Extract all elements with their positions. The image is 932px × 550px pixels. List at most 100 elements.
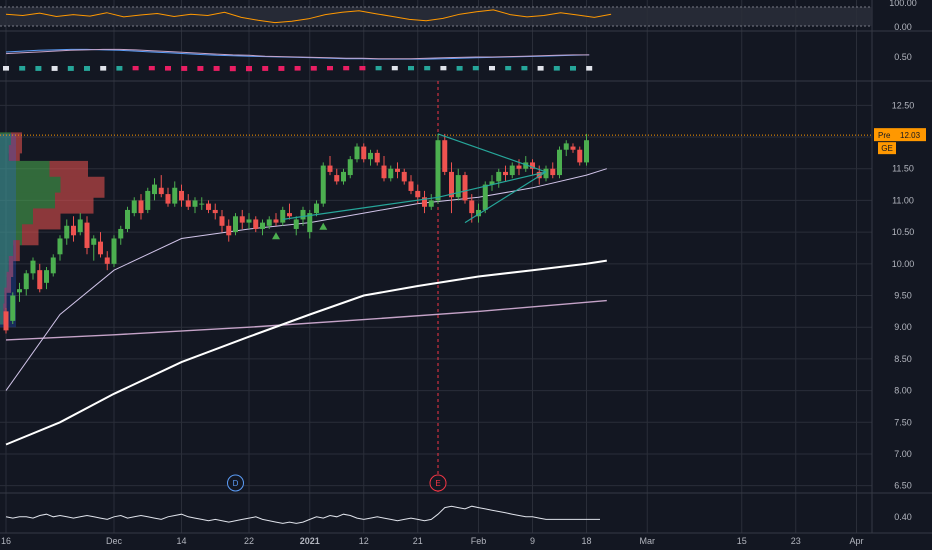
candle-body xyxy=(320,165,326,204)
candle-body xyxy=(408,181,414,191)
candle-body xyxy=(449,171,454,198)
y-tick-label: 7.50 xyxy=(894,417,912,427)
x-tick-label: 18 xyxy=(581,536,591,546)
candle-body xyxy=(530,162,535,169)
candle-body xyxy=(98,241,103,255)
flow-histogram-bar xyxy=(310,66,317,71)
flow-series-line xyxy=(5,48,590,60)
candle-body xyxy=(415,190,421,198)
volume-profile-down xyxy=(8,255,14,277)
candle-body xyxy=(354,146,360,160)
oscillator-bottom-line xyxy=(5,505,600,524)
candle-body xyxy=(280,209,286,223)
candle-body xyxy=(496,171,502,182)
candle-body xyxy=(212,209,218,214)
flow-histogram-bar xyxy=(181,66,188,71)
flow-histogram-bar xyxy=(570,66,576,71)
flow-histogram-bar xyxy=(165,66,171,71)
volume-profile-up xyxy=(0,132,11,154)
flow-histogram-bar xyxy=(505,66,512,71)
y-tick-label: 8.50 xyxy=(894,354,912,364)
volume-profile-down xyxy=(6,271,11,293)
flow-histogram-bar xyxy=(391,66,398,71)
sma-slow-line xyxy=(5,299,607,341)
flow-histogram-bar xyxy=(343,66,350,71)
flow-histogram-bar xyxy=(375,66,382,71)
oscillator-band xyxy=(0,7,872,26)
candle-body xyxy=(455,175,461,198)
y-tick-label: 11.00 xyxy=(892,195,914,205)
flow-histogram-bar xyxy=(327,66,333,71)
volume-profile-down xyxy=(49,160,88,182)
y-tick-label: 10.00 xyxy=(892,259,915,269)
y-tick-label: 11.50 xyxy=(892,164,914,174)
candle-body xyxy=(523,162,529,169)
candle-body xyxy=(361,146,367,160)
candle-body xyxy=(260,222,265,229)
grid-lines xyxy=(0,0,872,533)
candle-body xyxy=(145,190,151,210)
y-tick-label: 0.40 xyxy=(894,512,912,522)
flow-histogram-bar xyxy=(100,66,107,71)
y-tick-label: 8.00 xyxy=(894,386,912,396)
candle-body xyxy=(152,184,157,195)
candle-body xyxy=(253,219,259,229)
candle-body xyxy=(246,219,252,223)
y-tick-label: 0.00 xyxy=(894,22,912,32)
candle-body xyxy=(111,238,117,264)
candle-body xyxy=(401,171,407,182)
candle-body xyxy=(44,270,49,283)
x-tick-label: 15 xyxy=(737,536,747,546)
event-marker-icon xyxy=(429,474,447,492)
candle-body xyxy=(341,171,346,182)
volume-profile-up xyxy=(0,160,50,182)
x-tick-label: 23 xyxy=(791,536,801,546)
x-tick-label: 14 xyxy=(176,536,186,546)
candle-body xyxy=(577,149,583,163)
flow-histogram-bar xyxy=(197,66,204,71)
y-tick-label: 12.50 xyxy=(892,100,915,110)
candle-body xyxy=(584,140,589,163)
flow-histogram-bar xyxy=(489,66,495,71)
candle-body xyxy=(550,168,556,176)
y-tick-label: 100.00 xyxy=(889,0,917,8)
candle-body xyxy=(422,197,427,207)
x-tick-label: Apr xyxy=(849,536,863,546)
candle-body xyxy=(381,165,387,179)
candle-body xyxy=(327,165,333,172)
candle-body xyxy=(314,203,319,214)
volume-profile-down xyxy=(8,145,20,167)
volume-profile-down xyxy=(11,132,22,154)
candle-body xyxy=(368,152,373,160)
x-tick-label: 9 xyxy=(530,536,535,546)
flow-histogram-bar xyxy=(408,66,414,71)
candle-body xyxy=(17,289,22,293)
candle-body xyxy=(91,238,97,245)
candle-body xyxy=(347,159,353,176)
volume-profile-value-area xyxy=(0,133,16,328)
triangle-pattern-line xyxy=(282,171,547,220)
flow-histogram-bar xyxy=(3,66,9,71)
y-tick-label: 9.00 xyxy=(894,322,912,332)
volume-profile-down xyxy=(55,192,94,214)
flow-histogram-bar xyxy=(51,66,58,71)
candle-body xyxy=(71,225,76,236)
volume-profile-up xyxy=(0,192,55,214)
x-tick-label: Dec xyxy=(106,536,123,546)
symbol-badge xyxy=(878,142,896,155)
event-marker-label: D xyxy=(233,479,239,488)
triangle-pattern-line xyxy=(437,133,547,173)
candle-body xyxy=(165,194,171,204)
x-tick-label: 16 xyxy=(1,536,11,546)
flow-series-line xyxy=(5,48,590,60)
candle-body xyxy=(172,187,178,204)
candle-body xyxy=(3,311,9,331)
candle-body xyxy=(273,219,279,223)
candle-body xyxy=(503,171,508,176)
volume-profile-down xyxy=(33,208,61,230)
sma-fast-line xyxy=(5,168,607,391)
volume-profile-up xyxy=(0,145,9,167)
volume-profile-down xyxy=(4,287,7,309)
candle-body xyxy=(206,203,211,210)
candle-body xyxy=(395,168,400,172)
